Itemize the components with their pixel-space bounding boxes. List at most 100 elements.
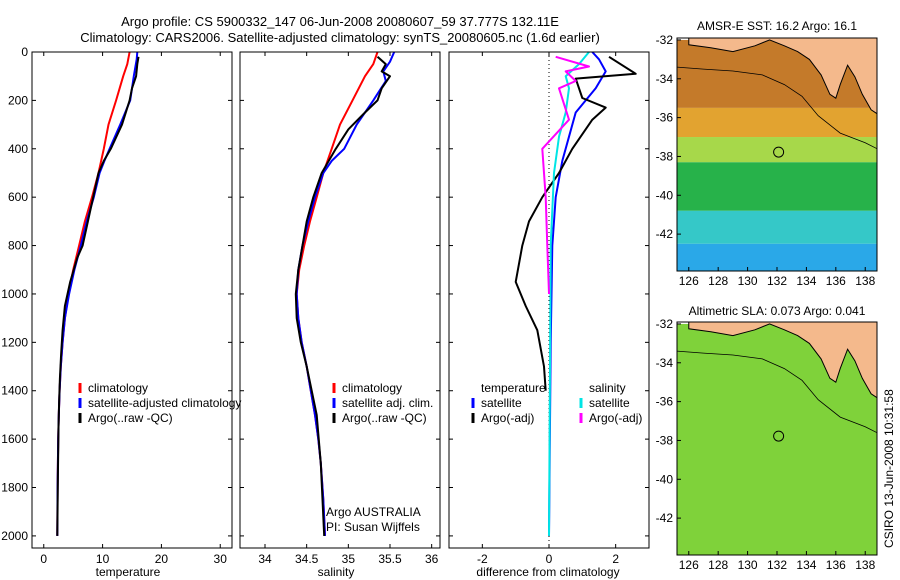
x-tick-label: 20 [155, 552, 169, 566]
legend-label-argo-adj: Argo(-adj) [589, 411, 642, 425]
series-salinity-argo-adj-line [541, 55, 590, 295]
land-mass [688, 321, 878, 399]
lat-tick-label: -40 [656, 472, 674, 486]
lat-tick-label: -36 [656, 395, 674, 409]
sst-map-area [676, 37, 878, 271]
legend-label-climatology: climatology [88, 381, 148, 395]
temperature-axes-box [31, 51, 233, 549]
legend-label-satellite-adj-clim: satellite adj. clim. [342, 396, 433, 410]
map-color-band [677, 323, 877, 555]
series-salinity-satellite-line [548, 51, 590, 536]
map-color-band [677, 210, 877, 244]
argo-position-marker [773, 146, 785, 158]
shelf-contour [676, 350, 878, 434]
lon-tick-label: 138 [855, 558, 875, 572]
argo-program-label: Argo AUSTRALIA [326, 505, 421, 519]
y-tick-label: 200 [8, 93, 28, 107]
x-tick-label: 2 [612, 552, 619, 566]
x-tick-label: 35.5 [378, 552, 402, 566]
series-temperature-satellite-line [548, 51, 607, 536]
x-tick-label: 36 [425, 552, 439, 566]
lon-tick-label: 130 [738, 558, 758, 572]
x-tick-label: 0 [546, 552, 553, 566]
figure-title-line1: Argo profile: CS 5900332_147 06-Jun-2008… [121, 14, 559, 29]
lat-tick-label: -42 [656, 511, 674, 525]
y-tick-label: 1200 [1, 335, 28, 349]
series-argo-raw-qc-line [294, 56, 391, 536]
difference-plot-area [514, 51, 637, 548]
lon-tick-label: 134 [796, 274, 816, 288]
lon-tick-label: 136 [826, 274, 846, 288]
temperature-ticks: 0 10 20 30 0 200 400 600 800 1000 1200 1400 1600 1800… [1, 45, 232, 566]
lon-tick-label: 132 [767, 558, 787, 572]
y-tick-label: 2000 [1, 529, 28, 543]
y-tick-label: 800 [8, 239, 28, 253]
sla-map-ticks: 126 128 130 132 134 136 138 -32 -34 -36 -38 -40 -42 [656, 317, 876, 572]
difference-ticks: -2 0 2 [449, 51, 649, 566]
series-temperature-argo-adj-line [514, 55, 637, 391]
y-tick-label: 0 [21, 45, 28, 59]
difference-legend: temperaturesatelliteArgo(-adj)salinitysa… [471, 381, 642, 425]
difference-xlabel: difference from climatology [476, 565, 619, 579]
x-tick-label: 0 [40, 552, 47, 566]
lat-tick-label: -38 [656, 149, 674, 163]
lon-tick-label: 130 [738, 274, 758, 288]
series-satellite-adj-clim-line [295, 51, 396, 536]
pi-label: PI: Susan Wijffels [326, 520, 420, 534]
legend-label-satellite: satellite [481, 396, 522, 410]
y-tick-label: 600 [8, 190, 28, 204]
lat-tick-label: -32 [656, 317, 674, 331]
salinity-axes-box [239, 51, 441, 549]
sla-map-panel: Altimetric SLA: 0.073 Argo: 0.041 126 128… [656, 304, 878, 572]
legend-label-argo-raw-qc: Argo(..raw -QC) [342, 411, 427, 425]
series-climatology-line [295, 51, 379, 536]
x-tick-label: 34.5 [295, 552, 319, 566]
salinity-xlabel: salinity [318, 565, 355, 579]
series-satellite-adjusted-climatology-line [56, 51, 139, 536]
side-stamp: CSIRO 13-Jun-2008 10:31:58 [882, 389, 896, 548]
lat-tick-label: -36 [656, 111, 674, 125]
map-color-band [677, 162, 877, 211]
sla-map-title: Altimetric SLA: 0.073 Argo: 0.041 [689, 304, 866, 318]
y-tick-label: 1000 [1, 287, 28, 301]
lon-tick-label: 128 [708, 274, 728, 288]
difference-panel: -2 0 2 difference from climatology tempera… [448, 51, 650, 579]
legend-label-satellite: satellite [589, 396, 630, 410]
lon-tick-label: 132 [767, 274, 787, 288]
y-tick-label: 1600 [1, 432, 28, 446]
land-mass [688, 37, 878, 115]
lat-tick-label: -38 [656, 433, 674, 447]
figure-title-line2: Climatology: CARS2006. Satellite-adjuste… [80, 30, 600, 45]
argo-position-marker [773, 430, 785, 442]
sla-map-area [676, 321, 878, 555]
y-tick-label: 400 [8, 142, 28, 156]
sst-map-panel: AMSR-E SST: 16.2 Argo: 16.1 126 128 130 132… [656, 19, 878, 288]
sst-map-ticks: 126 128 130 132 134 136 138 -32 -34 -36 -38 -40 -42 [656, 33, 876, 288]
x-tick-label: -2 [477, 552, 488, 566]
salinity-plot-area [294, 51, 396, 536]
lat-tick-label: -34 [656, 356, 674, 370]
lon-tick-label: 136 [826, 558, 846, 572]
x-tick-label: 30 [214, 552, 228, 566]
legend-label-climatology: climatology [342, 381, 402, 395]
lon-tick-label: 126 [679, 274, 699, 288]
lat-tick-label: -32 [656, 33, 674, 47]
y-tick-label: 1800 [1, 481, 28, 495]
temperature-plot-area [56, 51, 140, 536]
x-tick-label: 34 [258, 552, 272, 566]
lon-tick-label: 126 [679, 558, 699, 572]
sst-map-title: AMSR-E SST: 16.2 Argo: 16.1 [697, 19, 857, 33]
lon-tick-label: 138 [855, 274, 875, 288]
salinity-ticks: 34 34.5 35 35.5 36 [240, 51, 440, 566]
legend-label-salinity: salinity [589, 381, 626, 395]
salinity-panel: 34 34.5 35 35.5 36 salinity climatologysatel… [239, 51, 441, 579]
x-tick-label: 35 [342, 552, 356, 566]
series-argo-raw-qc-line [56, 56, 140, 536]
temperature-panel: 0 10 20 30 0 200 400 600 800 1000 1200 1400 1600 1800… [1, 45, 241, 579]
map-color-band [677, 107, 877, 138]
legend-label-argo-adj: Argo(-adj) [481, 411, 534, 425]
legend-label-satellite-adjusted-climatology: satellite-adjusted climatology [88, 396, 241, 410]
lat-tick-label: -34 [656, 72, 674, 86]
